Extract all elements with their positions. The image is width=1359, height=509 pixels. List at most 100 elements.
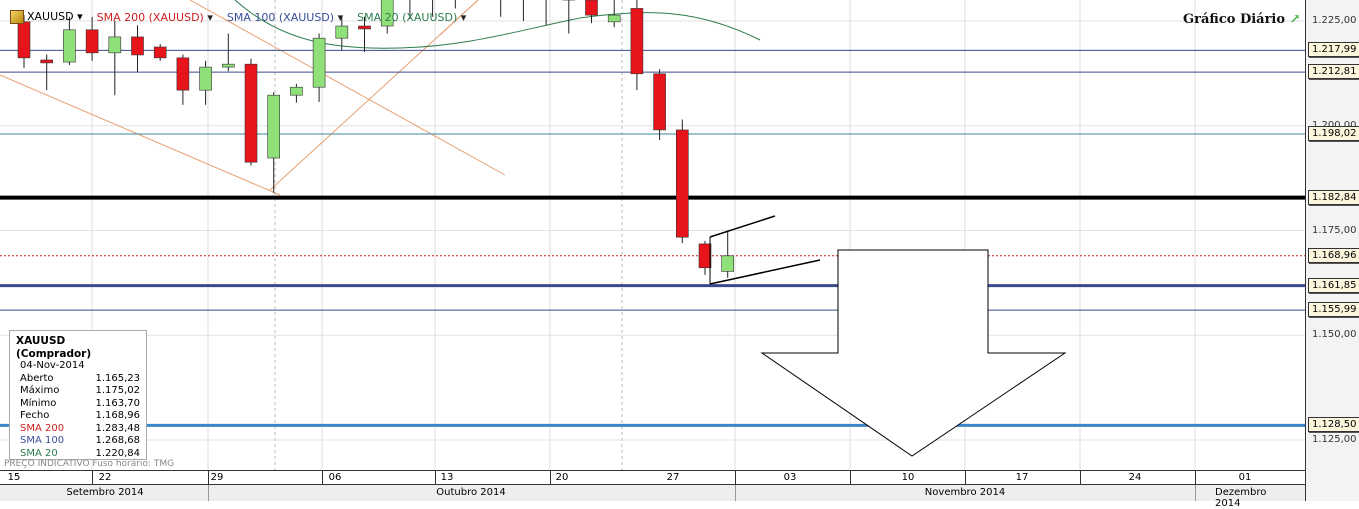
day-separator: [92, 471, 93, 486]
day-separator: [850, 471, 851, 486]
dropdown-arrow-icon: ▾: [77, 10, 83, 23]
month-separator: [1195, 485, 1196, 501]
day-separator: [1080, 471, 1081, 486]
candle-down: [132, 37, 144, 55]
day-label: 20: [556, 472, 569, 483]
info-label: Fecho: [20, 410, 49, 423]
channel-line-upper: [710, 216, 775, 237]
candle-up: [313, 38, 325, 87]
day-label: 22: [99, 472, 112, 483]
info-value: 1.165,23: [95, 373, 140, 386]
candle-up: [336, 26, 348, 38]
level-price-tag: 1.168,96: [1308, 248, 1359, 263]
sma100-label: SMA 100 (XAUUSD): [227, 11, 334, 24]
candle-down: [86, 30, 98, 53]
candle-up: [290, 87, 302, 95]
sma200-selector[interactable]: SMA 200 (XAUUSD) ▾: [97, 11, 213, 24]
candle-down: [631, 8, 643, 73]
symbol-label: XAUUSD: [27, 10, 74, 23]
dropdown-arrow-icon: ▾: [461, 11, 467, 24]
day-label: 15: [8, 472, 21, 483]
candle-up: [109, 37, 121, 53]
info-label: SMA 200: [20, 423, 64, 436]
day-separator: [965, 471, 966, 486]
month-separator: [208, 485, 209, 501]
price-axis-label: 1.125,00: [1312, 434, 1357, 445]
candle-down: [245, 64, 257, 162]
info-value: 1.175,02: [95, 385, 140, 398]
candle-down: [654, 74, 666, 130]
day-separator: [208, 471, 209, 486]
sma100-selector[interactable]: SMA 100 (XAUUSD) ▾: [227, 11, 343, 24]
chart-title-text: Gráfico Diário: [1183, 12, 1285, 27]
info-header: XAUUSD (Comprador): [16, 335, 140, 360]
info-label: Aberto: [20, 373, 54, 386]
candle-up: [222, 64, 234, 67]
symbol-selector[interactable]: XAUUSD ▾: [10, 10, 83, 24]
sma20-label: SMA 20 (XAUUSD): [357, 11, 457, 24]
candle-up: [200, 67, 212, 90]
level-price-tag: 1.155,99: [1308, 302, 1359, 317]
level-price-tag: 1.198,02: [1308, 126, 1359, 141]
sma20-selector[interactable]: SMA 20 (XAUUSD) ▾: [357, 11, 466, 24]
day-label: 27: [667, 472, 680, 483]
indicator-legend: XAUUSD ▾ SMA 200 (XAUUSD) ▾ SMA 100 (XAU…: [10, 10, 466, 24]
day-label: 29: [211, 472, 224, 483]
month-label: Outubro 2014: [436, 487, 505, 498]
price-axis-label: 1.225,00: [1312, 15, 1357, 26]
level-price-tag: 1.212,81: [1308, 64, 1359, 79]
info-value: 1.163,70: [95, 398, 140, 411]
day-label: 03: [784, 472, 797, 483]
candle-up: [268, 95, 280, 158]
candle-down: [154, 47, 166, 58]
day-label: 13: [441, 472, 454, 483]
month-label: Dezembro 2014: [1215, 487, 1275, 509]
candle-down: [699, 244, 711, 268]
info-row: SMA 100 1.268,68: [16, 435, 140, 448]
info-value: 1.268,68: [95, 435, 140, 448]
dropdown-arrow-icon: ▾: [338, 11, 344, 24]
candle-up: [63, 30, 75, 62]
day-label: 06: [329, 472, 342, 483]
gold-bar-icon: [10, 10, 24, 24]
candle-down: [177, 58, 189, 90]
level-price-tag: 1.182,84: [1308, 190, 1359, 205]
info-label: Máximo: [20, 385, 59, 398]
day-label: 24: [1129, 472, 1142, 483]
info-value: 1.168,96: [95, 410, 140, 423]
price-axis-label: 1.175,00: [1312, 225, 1357, 236]
sma200-label: SMA 200 (XAUUSD): [97, 11, 204, 24]
trend-up-icon: ↗: [1290, 12, 1301, 27]
candle-down: [41, 60, 53, 63]
level-price-tag: 1.217,99: [1308, 42, 1359, 57]
price-axis-label: 1.150,00: [1312, 329, 1357, 340]
month-separator: [735, 485, 736, 501]
info-date: 04-Nov-2014: [16, 360, 140, 373]
day-separator: [735, 471, 736, 486]
info-row: Aberto 1.165,23: [16, 373, 140, 386]
month-label: Setembro 2014: [66, 487, 143, 498]
day-label: 17: [1016, 472, 1029, 483]
level-price-tag: 1.161,85: [1308, 278, 1359, 293]
trend-line: [0, 75, 280, 195]
footer-note: PREÇO INDICATIVO Fuso horário: TMG: [4, 459, 174, 469]
candle-down: [586, 0, 598, 15]
candle-down: [359, 26, 371, 29]
candle-up: [722, 256, 734, 272]
price-chart[interactable]: [0, 0, 1305, 470]
info-label: SMA 100: [20, 435, 64, 448]
candle-up: [608, 15, 620, 22]
day-separator: [435, 471, 436, 486]
month-label: Novembro 2014: [925, 487, 1005, 498]
info-row: Máximo 1.175,02: [16, 385, 140, 398]
dropdown-arrow-icon: ▾: [207, 11, 213, 24]
day-separator: [322, 471, 323, 486]
day-label: 01: [1239, 472, 1252, 483]
candle-down: [676, 130, 688, 237]
ohlc-info-box: XAUUSD (Comprador) 04-Nov-2014 Aberto 1.1…: [9, 330, 147, 460]
day-separator: [1195, 471, 1196, 486]
